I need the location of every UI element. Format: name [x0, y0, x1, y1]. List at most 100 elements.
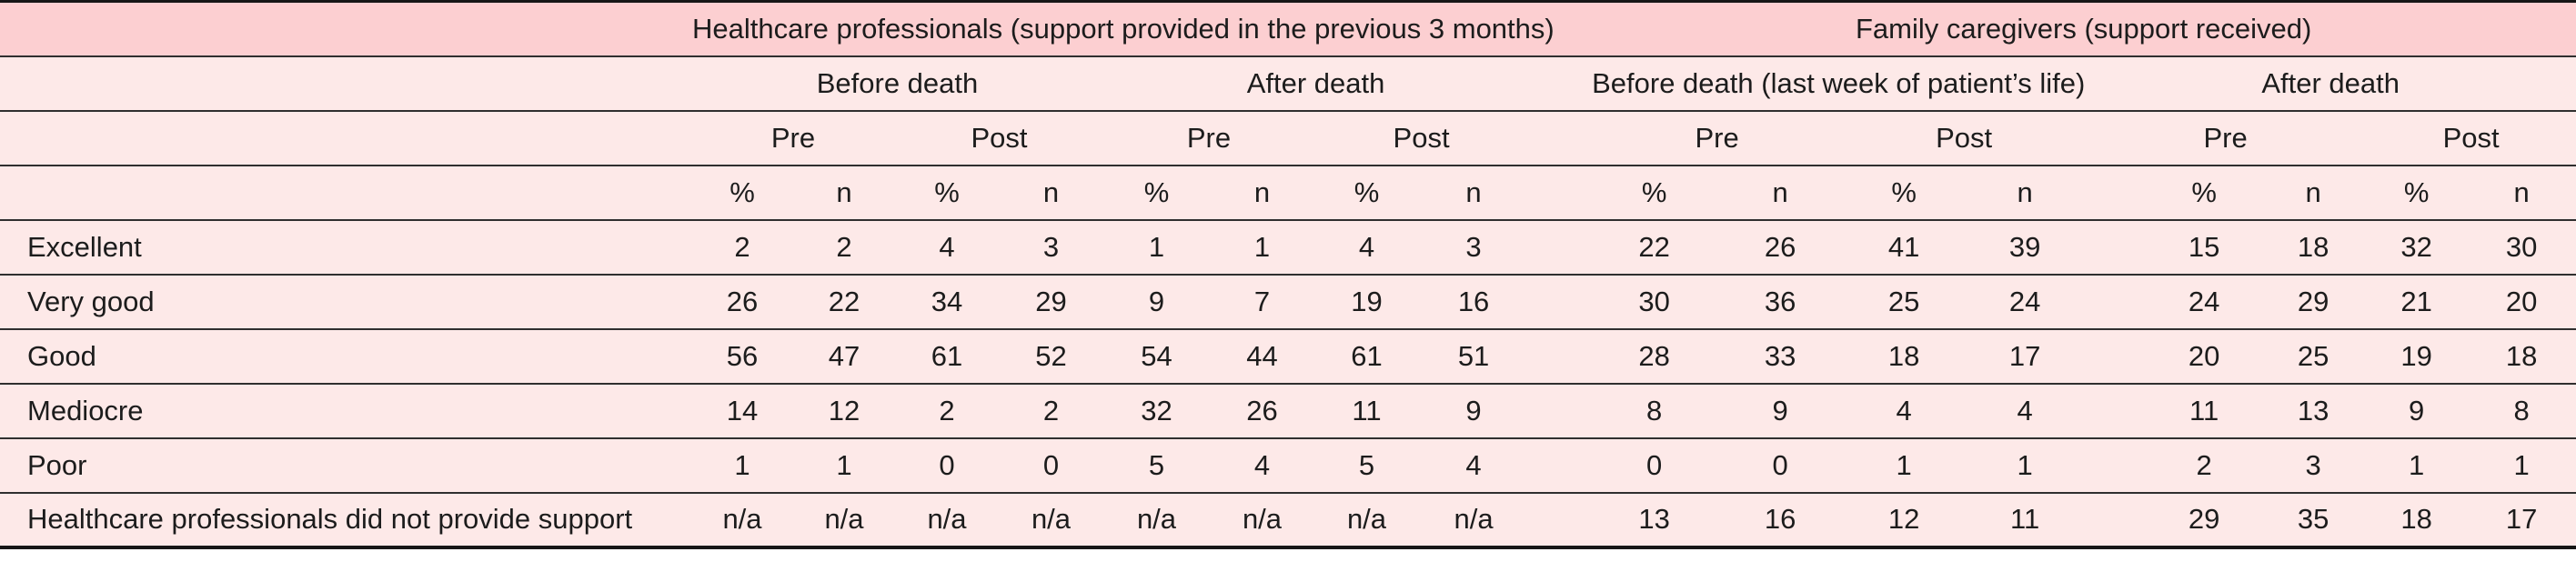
- value-cell: 9: [1148, 285, 1165, 317]
- corner-cell: [0, 2, 691, 56]
- phase-header: Post: [2442, 121, 2500, 154]
- period-header: Before death (last week of patient’s lif…: [1592, 66, 2086, 99]
- value-cell: 29: [2297, 285, 2329, 317]
- value-cell: n/a: [927, 503, 967, 535]
- value-cell: 17: [2505, 503, 2538, 535]
- value-cell: 2: [734, 230, 750, 263]
- corner-cell: [0, 166, 691, 220]
- phase-header: Pre: [1695, 121, 1739, 154]
- value-cell: 36: [1764, 285, 1796, 317]
- row-label: Poor: [27, 448, 87, 481]
- value-cell: 30: [1638, 285, 1670, 317]
- value-cell: 24: [2008, 285, 2041, 317]
- value-cell: 20: [2505, 285, 2538, 317]
- value-cell: 30: [2505, 230, 2538, 263]
- value-cell: 26: [726, 285, 759, 317]
- value-cell: n/a: [824, 503, 864, 535]
- value-cell: 44: [1246, 339, 1278, 372]
- measure-header: n: [1465, 176, 1482, 208]
- value-cell: 29: [1035, 285, 1067, 317]
- value-cell: 19: [1351, 285, 1383, 317]
- value-cell: 12: [1887, 503, 1920, 535]
- value-cell: n/a: [722, 503, 762, 535]
- measure-header: n: [2017, 176, 2033, 208]
- value-cell: 20: [2188, 339, 2220, 372]
- value-cell: 15: [2188, 230, 2220, 263]
- value-cell: 61: [1351, 339, 1383, 372]
- corner-cell: [0, 56, 691, 111]
- value-cell: 4: [1465, 448, 1482, 481]
- table-row: Poor 1 1 0 0 5 4 5 4 0 0 1 1 2 3 1 1: [0, 437, 2576, 493]
- phase-header: Post: [971, 121, 1028, 154]
- value-cell: 8: [1645, 394, 1663, 426]
- measure-header: %: [2191, 176, 2217, 208]
- value-cell: 29: [2188, 503, 2220, 535]
- value-cell: 3: [1465, 230, 1482, 263]
- value-cell: 1: [2017, 448, 2033, 481]
- value-cell: 1: [1148, 230, 1165, 263]
- value-cell: 21: [2400, 285, 2432, 317]
- value-cell: n/a: [1031, 503, 1072, 535]
- measure-header: %: [1353, 176, 1380, 208]
- table-body: Excellent 2 2 4 3 1 1 4 3 22 26 41 39 15 18 32 30 Very go…: [0, 219, 2576, 547]
- phase-header: Pre: [770, 121, 816, 154]
- value-cell: 56: [726, 339, 759, 372]
- value-cell: 25: [1887, 285, 1920, 317]
- value-cell: 0: [1645, 448, 1663, 481]
- value-cell: 1: [836, 448, 852, 481]
- measure-header: n: [1042, 176, 1060, 208]
- period-header-row: Before death After death Before death (l…: [0, 55, 2576, 111]
- phase-header: Pre: [1186, 121, 1232, 154]
- measure-header: n: [836, 176, 852, 208]
- row-label: Mediocre: [27, 394, 144, 426]
- value-cell: 41: [1887, 230, 1920, 263]
- value-cell: 12: [828, 394, 860, 426]
- value-cell: n/a: [1136, 503, 1177, 535]
- value-cell: 51: [1457, 339, 1490, 372]
- value-cell: 5: [1358, 448, 1375, 481]
- row-label: Healthcare professionals did not provide…: [27, 503, 633, 535]
- measure-header: %: [730, 176, 755, 208]
- value-cell: n/a: [1346, 503, 1387, 535]
- period-header: After death: [2261, 66, 2400, 99]
- value-cell: 22: [1638, 230, 1670, 263]
- value-cell: 13: [1638, 503, 1670, 535]
- value-cell: 25: [2297, 339, 2329, 372]
- value-cell: 2: [939, 394, 955, 426]
- value-cell: 11: [1352, 394, 1382, 426]
- value-cell: 52: [1035, 339, 1067, 372]
- value-cell: 0: [939, 448, 955, 481]
- measure-header: %: [1143, 176, 1170, 208]
- table-row: Good 56 47 61 52 54 44 61 51 28 33 18 17 20 25 19 18: [0, 328, 2576, 384]
- value-cell: 11: [2189, 394, 2219, 426]
- measure-header: %: [2403, 176, 2430, 208]
- value-cell: 9: [2408, 394, 2425, 426]
- value-cell: 32: [1141, 394, 1172, 426]
- row-label: Good: [27, 339, 96, 372]
- value-cell: 47: [828, 339, 860, 372]
- value-cell: 4: [1253, 448, 1271, 481]
- value-cell: 4: [1896, 394, 1912, 426]
- value-cell: 9: [1465, 394, 1482, 426]
- value-cell: 22: [828, 285, 860, 317]
- group-header-family: Family caregivers (support received): [1855, 12, 2312, 45]
- table-row: Mediocre 14 12 2 2 32 26 11 9 8 9 4 4 11 13 9 8: [0, 383, 2576, 438]
- value-cell: 26: [1764, 230, 1796, 263]
- value-cell: 24: [2188, 285, 2220, 317]
- corner-cell: [0, 111, 691, 166]
- value-cell: 18: [2505, 339, 2538, 372]
- value-cell: 18: [1887, 339, 1920, 372]
- value-cell: 4: [939, 230, 955, 263]
- value-cell: 2: [836, 230, 852, 263]
- measure-header: n: [2513, 176, 2530, 208]
- phase-header: Pre: [2203, 121, 2248, 154]
- measure-header: %: [1641, 176, 1667, 208]
- value-cell: 3: [1042, 230, 1060, 263]
- value-cell: n/a: [1242, 503, 1283, 535]
- period-header: After death: [1246, 66, 1385, 99]
- value-cell: 1: [734, 448, 750, 481]
- value-cell: 3: [2305, 448, 2321, 481]
- value-cell: 34: [931, 285, 963, 317]
- value-cell: 17: [2008, 339, 2041, 372]
- value-cell: 1: [2513, 448, 2530, 481]
